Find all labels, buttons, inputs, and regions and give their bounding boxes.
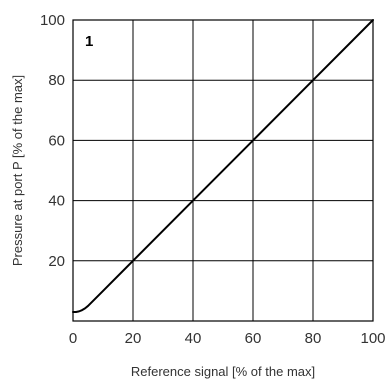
x-tick-label: 20 — [125, 330, 142, 347]
y-tick-label: 40 — [48, 193, 65, 210]
x-tick-label: 100 — [360, 330, 385, 347]
panel-label: 1 — [85, 33, 93, 50]
y-axis-label: Pressure at port P [% of the max] — [10, 75, 25, 266]
y-tick-label: 80 — [48, 72, 65, 89]
y-tick-label: 60 — [48, 132, 65, 149]
series-layer — [72, 19, 374, 313]
x-tick-label: 60 — [245, 330, 262, 347]
series-line — [72, 19, 374, 313]
tick-labels: 0 20 40 60 80 100 20 40 60 80 100 — [40, 12, 386, 347]
x-tick-label: 40 — [185, 330, 202, 347]
grid — [73, 20, 373, 321]
x-tick-label: 0 — [69, 330, 77, 347]
x-axis-label: Reference signal [% of the max] — [131, 364, 315, 379]
x-tick-label: 80 — [305, 330, 322, 347]
y-tick-label: 100 — [40, 12, 65, 29]
y-tick-label: 20 — [48, 253, 65, 270]
plot-frame — [72, 19, 374, 322]
